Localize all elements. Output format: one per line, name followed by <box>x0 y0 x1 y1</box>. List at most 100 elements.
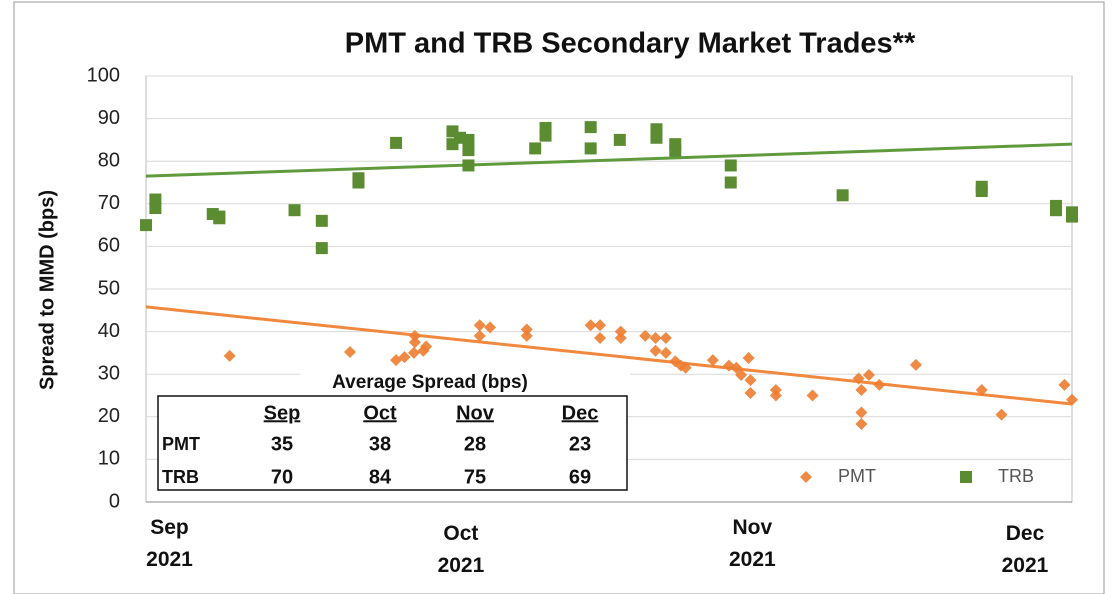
square-marker <box>315 242 328 255</box>
diamond-marker <box>408 336 421 349</box>
y-tick-label: 30 <box>98 362 120 384</box>
chart-title: PMT and TRB Secondary Market Trades** <box>345 28 916 60</box>
table-box <box>157 395 628 491</box>
y-tick-label: 50 <box>98 277 120 299</box>
diamond-marker <box>873 378 886 391</box>
x-tick-label: Oct 2021 <box>437 522 485 577</box>
y-tick-label: 70 <box>98 192 120 214</box>
square-marker <box>650 131 663 144</box>
diamond-marker <box>484 321 497 334</box>
diamond-marker <box>862 369 875 382</box>
y-tick-label: 80 <box>98 149 120 171</box>
diamond-marker <box>420 340 433 353</box>
table-cell: 69 <box>569 466 591 488</box>
square-marker <box>724 159 737 172</box>
diamond-marker <box>852 372 865 385</box>
diamond-marker <box>520 323 533 336</box>
square-marker <box>724 176 737 189</box>
diamond-marker <box>995 408 1008 421</box>
y-tick-label: 20 <box>98 405 120 427</box>
square-marker <box>584 121 597 134</box>
diamond-marker <box>407 346 420 359</box>
table-header: Nov <box>456 402 495 424</box>
square-marker <box>462 133 475 146</box>
square-marker <box>390 136 403 149</box>
diamond-marker <box>614 325 627 338</box>
diamond-marker <box>1066 393 1078 406</box>
square-marker <box>960 471 972 483</box>
table-header: Dec <box>562 402 599 424</box>
square-marker <box>1050 204 1063 217</box>
legend-label: TRB <box>998 466 1034 486</box>
diamond-marker <box>909 358 922 371</box>
square-marker <box>613 133 626 146</box>
table-cell: 38 <box>369 433 391 455</box>
x-tick-label: Sep 2021 <box>146 516 193 571</box>
x-tick-label: Nov 2021 <box>729 516 776 571</box>
diamond-marker <box>408 329 421 342</box>
table-header: Sep <box>264 402 301 424</box>
diamond-marker <box>855 383 868 396</box>
table-cell: 70 <box>271 466 293 488</box>
diamond-marker <box>855 418 868 431</box>
diamond-marker <box>975 383 988 396</box>
square-marker <box>140 219 152 232</box>
square-marker <box>352 172 365 185</box>
table-background <box>300 370 630 396</box>
x-tick-label: Dec 2021 <box>1001 522 1049 577</box>
square-marker <box>539 129 552 142</box>
diamond-marker <box>639 329 652 342</box>
table-cell: 23 <box>569 433 591 455</box>
square-marker <box>462 159 475 172</box>
table-cell: 35 <box>271 433 293 455</box>
diamond-marker <box>706 354 719 367</box>
table-cell: 75 <box>464 466 486 488</box>
table-cell: 84 <box>369 466 392 488</box>
y-tick-label: 10 <box>98 448 120 470</box>
square-marker <box>529 142 542 155</box>
diamond-marker <box>520 329 533 342</box>
diamond-marker <box>594 319 607 332</box>
square-marker <box>315 214 328 227</box>
table-cell: 28 <box>464 433 486 455</box>
diamond-marker <box>594 331 607 344</box>
y-tick-label: 90 <box>98 107 120 129</box>
diamond-marker <box>649 344 662 357</box>
diamond-marker <box>344 346 357 359</box>
trend-line <box>145 305 1073 406</box>
y-tick-label: 40 <box>98 320 120 342</box>
diamond-marker <box>223 349 236 362</box>
legend-label: PMT <box>838 466 876 486</box>
diamond-marker <box>769 389 782 402</box>
diamond-marker <box>473 319 486 332</box>
square-marker <box>149 193 162 206</box>
diamond-marker <box>742 352 755 365</box>
diamond-marker <box>855 406 868 419</box>
square-marker <box>584 142 597 155</box>
square-marker <box>288 204 301 217</box>
y-tick-label: 100 <box>87 64 120 86</box>
diamond-marker <box>744 386 757 399</box>
square-marker <box>462 144 475 157</box>
table-row-label: TRB <box>162 467 199 487</box>
diamond-marker <box>735 369 748 382</box>
diamond-marker <box>1058 378 1071 391</box>
square-marker <box>1066 210 1078 223</box>
diamond-marker <box>649 331 662 344</box>
diamond-marker <box>473 329 486 342</box>
diamond-marker <box>398 351 411 364</box>
y-tick-label: 0 <box>109 490 120 512</box>
diamond-marker <box>744 374 757 387</box>
diamond-marker <box>659 331 672 344</box>
square-marker <box>836 189 849 202</box>
table-title: Average Spread (bps) <box>332 372 528 393</box>
y-tick-label: 60 <box>98 235 120 257</box>
diamond-marker <box>584 319 597 332</box>
table-row-label: PMT <box>162 434 200 454</box>
square-marker <box>213 212 226 225</box>
square-marker <box>975 185 988 198</box>
y-axis-label: Spread to MMD (bps) <box>36 190 58 390</box>
diamond-marker <box>614 331 627 344</box>
